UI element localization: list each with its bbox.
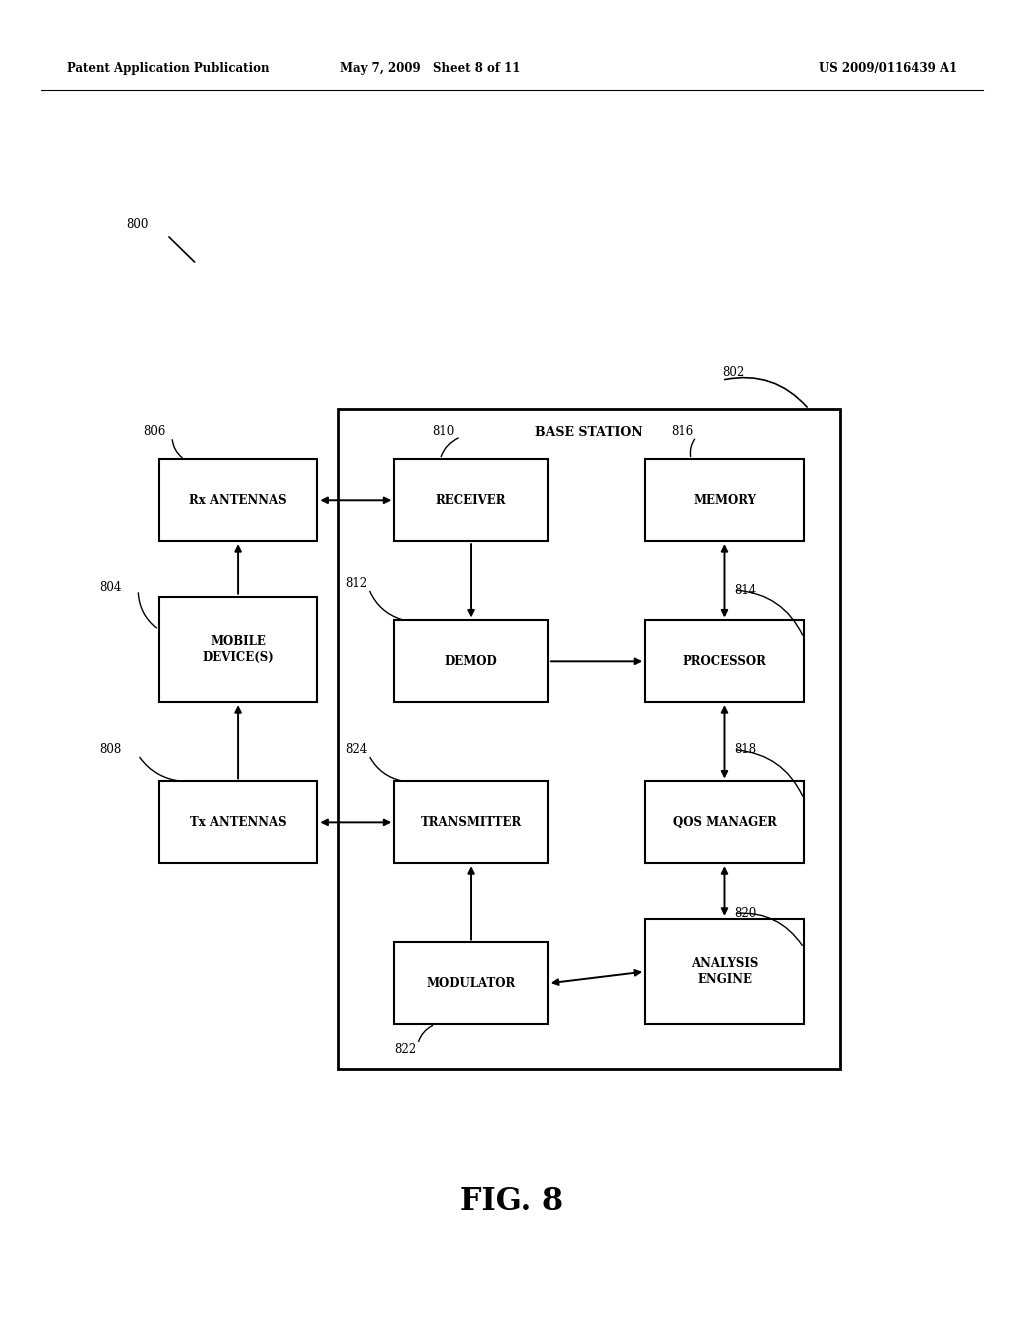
Bar (394, 781, 548, 863)
Bar (645, 459, 804, 541)
Text: 820: 820 (734, 907, 757, 920)
Text: QOS MANAGER: QOS MANAGER (673, 816, 776, 829)
Bar (645, 620, 804, 702)
Text: 806: 806 (143, 425, 166, 438)
Text: MEMORY: MEMORY (693, 494, 756, 507)
Bar (645, 919, 804, 1024)
Text: BASE STATION: BASE STATION (535, 426, 643, 440)
Bar (159, 597, 317, 702)
Text: Tx ANTENNAS: Tx ANTENNAS (189, 816, 287, 829)
Text: 824: 824 (345, 743, 368, 756)
Text: FIG. 8: FIG. 8 (461, 1185, 563, 1217)
Bar (159, 781, 317, 863)
Text: 800: 800 (126, 218, 148, 231)
Text: ANALYSIS
ENGINE: ANALYSIS ENGINE (691, 957, 758, 986)
Text: PROCESSOR: PROCESSOR (683, 655, 766, 668)
Text: 810: 810 (432, 425, 455, 438)
Text: May 7, 2009   Sheet 8 of 11: May 7, 2009 Sheet 8 of 11 (340, 62, 520, 75)
Bar (394, 459, 548, 541)
Bar (159, 459, 317, 541)
Bar (338, 409, 840, 1069)
Text: Rx ANTENNAS: Rx ANTENNAS (189, 494, 287, 507)
Text: MODULATOR: MODULATOR (426, 977, 516, 990)
Text: 814: 814 (734, 583, 757, 597)
Text: MOBILE
DEVICE(S): MOBILE DEVICE(S) (202, 635, 274, 664)
Text: 812: 812 (345, 577, 368, 590)
Bar (394, 942, 548, 1024)
Bar (394, 620, 548, 702)
Text: Patent Application Publication: Patent Application Publication (67, 62, 269, 75)
Text: RECEIVER: RECEIVER (436, 494, 506, 507)
Text: 822: 822 (394, 1043, 417, 1056)
Text: 818: 818 (734, 743, 757, 756)
Text: 816: 816 (672, 425, 694, 438)
Text: 802: 802 (722, 366, 744, 379)
Text: TRANSMITTER: TRANSMITTER (421, 816, 521, 829)
Text: 804: 804 (99, 581, 122, 594)
Bar (645, 781, 804, 863)
Text: DEMOD: DEMOD (444, 655, 498, 668)
Text: 808: 808 (99, 743, 122, 756)
Text: US 2009/0116439 A1: US 2009/0116439 A1 (819, 62, 957, 75)
